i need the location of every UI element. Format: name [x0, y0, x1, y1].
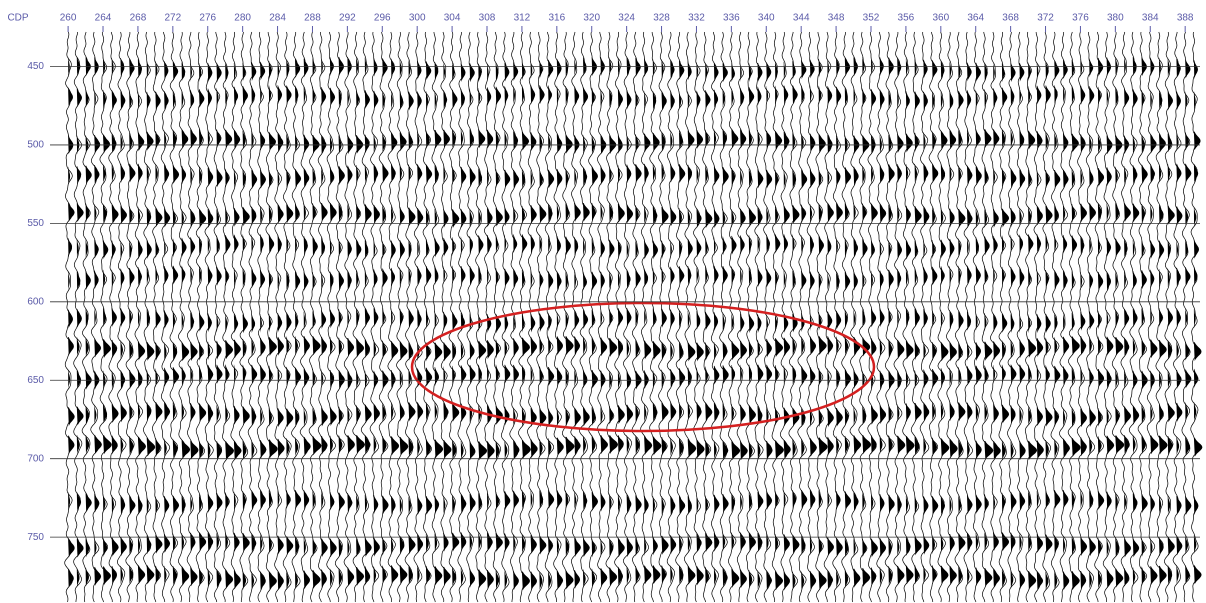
- y-tick-label: 750: [27, 532, 44, 543]
- x-axis-label: CDP: [7, 13, 28, 24]
- x-tick-label: 304: [444, 13, 461, 24]
- x-tick-label: 328: [653, 13, 670, 24]
- x-tick-label: 360: [932, 13, 949, 24]
- x-tick-label: 380: [1107, 13, 1124, 24]
- y-tick-label: 700: [27, 453, 44, 464]
- x-tick-label: 388: [1177, 13, 1194, 24]
- chart: CDP 260 264 268 272 276 280 284 288 292 296 300 304…: [0, 0, 1206, 603]
- x-tick-label: 348: [828, 13, 845, 24]
- x-tick-label: 300: [409, 13, 426, 24]
- x-tick-label: 384: [1142, 13, 1159, 24]
- x-tick-label: 376: [1072, 13, 1089, 24]
- x-tick-label: 352: [863, 13, 880, 24]
- y-tick-label: 600: [27, 296, 44, 307]
- x-tick-label: 364: [967, 13, 984, 24]
- y-tick-label: 450: [27, 61, 44, 72]
- y-tick-label: 650: [27, 375, 44, 386]
- x-tick-label: 320: [583, 13, 600, 24]
- x-tick-label: 268: [130, 13, 147, 24]
- x-tick-label: 340: [758, 13, 775, 24]
- x-tick-label: 260: [60, 13, 77, 24]
- x-tick-label: 368: [1002, 13, 1019, 24]
- y-tick-label: 500: [27, 140, 44, 151]
- x-tick-label: 316: [548, 13, 565, 24]
- x-tick-label: 336: [723, 13, 740, 24]
- x-tick-label: 284: [269, 13, 286, 24]
- x-tick-label: 264: [95, 13, 112, 24]
- x-tick-label: 308: [479, 13, 496, 24]
- x-tick-label: 280: [234, 13, 251, 24]
- x-tick-label: 332: [688, 13, 705, 24]
- x-tick-label: 356: [898, 13, 915, 24]
- x-tick-label: 288: [304, 13, 321, 24]
- page: CDP 260 264 268 272 276 280 284 288 292 296 300 304…: [0, 0, 1206, 603]
- x-tick-label: 312: [514, 13, 531, 24]
- x-tick-label: 276: [199, 13, 216, 24]
- x-tick-label: 324: [618, 13, 635, 24]
- y-tick-label: 550: [27, 218, 44, 229]
- x-tick-label: 296: [374, 13, 391, 24]
- x-tick-label: 272: [164, 13, 181, 24]
- x-tick-label: 292: [339, 13, 356, 24]
- x-tick-label: 372: [1037, 13, 1054, 24]
- x-tick-label: 344: [793, 13, 810, 24]
